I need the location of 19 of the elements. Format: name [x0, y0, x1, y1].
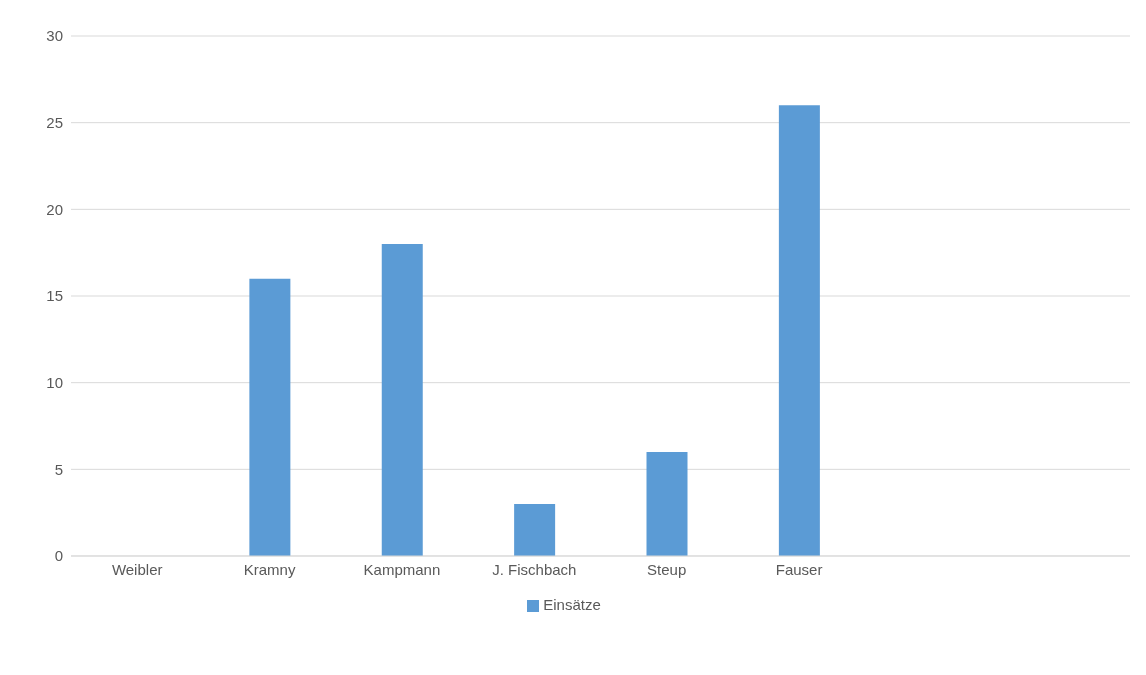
x-tick-label: Kramny	[243, 560, 296, 578]
x-tick-label: Weibler	[111, 560, 163, 578]
bar	[381, 244, 423, 556]
bar	[778, 105, 820, 556]
y-tick-label: 20	[46, 200, 63, 218]
y-tick-label: 0	[54, 547, 63, 565]
x-tick-label: Steup	[647, 560, 687, 578]
y-tick-label: 5	[54, 460, 63, 478]
x-tick-label: Kampmann	[363, 560, 441, 578]
bar	[514, 504, 556, 556]
legend-label: Einsätze	[543, 596, 601, 613]
bar	[249, 278, 291, 556]
bar	[646, 452, 688, 556]
y-tick-label: 15	[46, 287, 63, 305]
x-tick-label: J. Fischbach	[492, 560, 577, 578]
y-tick-label: 30	[46, 27, 63, 45]
y-tick-label: 10	[46, 373, 63, 391]
x-tick-label: Fauser	[775, 560, 823, 578]
y-tick-label: 25	[46, 113, 63, 131]
